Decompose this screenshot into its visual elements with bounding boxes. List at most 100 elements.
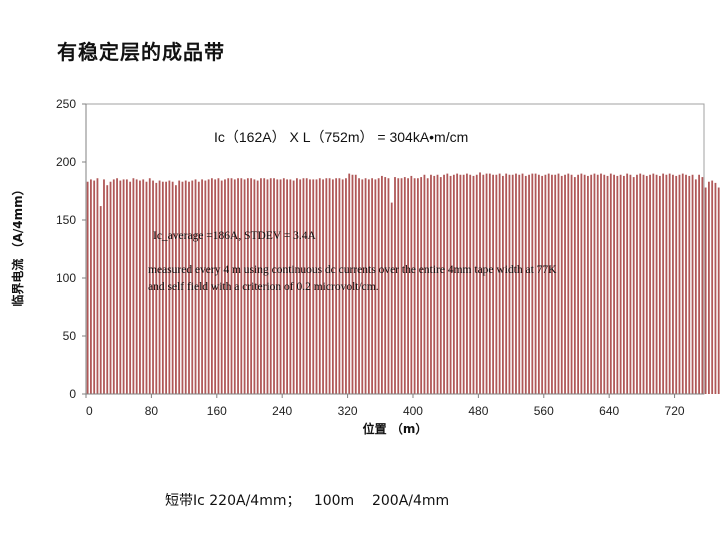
bar (250, 178, 253, 394)
bar (86, 181, 89, 394)
bar (606, 175, 609, 394)
bar (132, 178, 135, 394)
bar (161, 181, 164, 394)
bar (387, 178, 390, 394)
y-tick-label: 50 (63, 329, 77, 343)
bar (299, 179, 302, 394)
bar (665, 174, 668, 394)
bar (691, 174, 694, 394)
bar (502, 175, 504, 394)
bar (616, 175, 619, 394)
x-tick-label: 640 (599, 404, 619, 418)
bar (518, 174, 521, 394)
bar (394, 177, 396, 394)
bar (377, 178, 380, 394)
bar (551, 174, 553, 394)
bar (263, 178, 266, 394)
bar (685, 174, 687, 394)
annotation-method-line2: and self field with a criterion of 0.2 m… (148, 281, 379, 293)
bar (351, 174, 354, 394)
bar (119, 180, 122, 394)
bar (452, 174, 455, 394)
footnote-short-tape: 短带Ic 220A/4mm； 100m 200A/4mm (165, 493, 450, 509)
y-axis-title: 临界电流 （A/4mm） (10, 183, 25, 306)
bar (403, 177, 406, 394)
bar (322, 179, 324, 394)
bar (207, 179, 210, 394)
bar (315, 179, 318, 394)
bar (495, 174, 498, 394)
bar (175, 185, 177, 394)
bar (335, 178, 338, 394)
bar (469, 174, 472, 394)
bar (492, 174, 494, 394)
bar (701, 177, 704, 394)
bar (90, 179, 92, 394)
bar (557, 173, 560, 394)
bar (381, 175, 383, 394)
bar (103, 179, 105, 394)
bar (426, 178, 429, 394)
bar (217, 178, 220, 394)
bar (197, 181, 200, 394)
bar (184, 180, 187, 394)
bar (662, 173, 665, 394)
bar (364, 178, 367, 394)
bar (609, 173, 612, 394)
bar (479, 172, 481, 394)
y-tick-label: 200 (56, 155, 76, 169)
bar (537, 174, 540, 394)
bar (246, 178, 249, 394)
bar (698, 174, 700, 394)
bar (554, 174, 557, 394)
bar (423, 174, 426, 394)
bar (305, 178, 308, 394)
bar (567, 173, 570, 394)
bar (498, 173, 501, 394)
bar (155, 182, 158, 394)
bar (632, 177, 635, 394)
bar (587, 175, 589, 394)
bar (420, 177, 423, 394)
bar (348, 173, 351, 394)
bar (433, 175, 436, 394)
bar (488, 173, 491, 394)
bar (204, 180, 207, 394)
bar (645, 175, 648, 394)
x-tick-label: 160 (207, 404, 227, 418)
bar (475, 174, 478, 394)
bar (99, 206, 102, 394)
bar (626, 173, 629, 394)
bar (515, 173, 517, 394)
bar (462, 174, 465, 394)
bar (260, 178, 262, 394)
bar (658, 175, 661, 394)
bar (224, 179, 226, 394)
bar (564, 174, 566, 394)
bar (135, 179, 138, 394)
x-tick-label: 400 (403, 404, 423, 418)
bar (668, 173, 671, 394)
bar (531, 173, 534, 394)
bar (573, 177, 576, 394)
x-tick-label: 0 (86, 404, 93, 418)
bar (580, 173, 583, 394)
x-axis-ticks: 0 80 160 240 320 400 480 560 640 720 (85, 394, 685, 418)
bar (472, 175, 475, 394)
bar (178, 180, 181, 394)
bar (714, 182, 717, 394)
bar (96, 178, 99, 394)
bar (354, 174, 357, 394)
bar (600, 173, 602, 394)
bar (181, 181, 184, 394)
bar (577, 174, 580, 394)
bar (233, 179, 236, 394)
bar (413, 178, 416, 394)
bar (220, 180, 223, 394)
bar (122, 179, 125, 394)
bar (374, 179, 377, 394)
bar (560, 175, 563, 394)
annotation-method-line1: measured every 4 m using continuous dc c… (148, 264, 557, 276)
bar (449, 175, 452, 394)
bar (152, 180, 154, 394)
